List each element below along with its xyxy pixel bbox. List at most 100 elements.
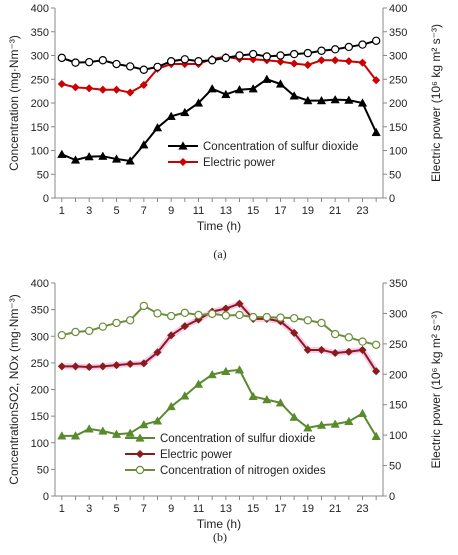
panel-a-legend-label: Concentration of sulfur dioxide (203, 141, 358, 153)
panel-a-data-point (262, 74, 272, 83)
panel-b-data-point (317, 345, 326, 355)
panel-a-x-tick-label: 17 (274, 205, 286, 217)
panel-b-left-tick-label: 200 (31, 385, 49, 397)
panel-b-data-point (166, 311, 176, 321)
panel-b-data-point (289, 313, 299, 323)
panel-b-x-tick-label: 17 (274, 503, 286, 515)
panel-a-data-point (193, 98, 204, 107)
panel-b-data-point (98, 322, 108, 331)
panel-b-x-tick-label: 15 (247, 503, 259, 515)
panel-a-left-tick-label: 250 (31, 74, 49, 86)
panel-b-right-tick-label: 200 (389, 369, 407, 381)
panel-b-legend-marker (135, 465, 145, 475)
panel-b-data-point (221, 311, 231, 320)
panel-b-left-tick-label: 300 (31, 331, 49, 343)
panel-b-left-tick-label: 350 (31, 305, 49, 317)
panel-b-right-axis-title: Electric power (10⁶ kg m² s⁻³) (429, 311, 443, 469)
panel-b-data-point (85, 362, 94, 372)
panel-b-data-point (303, 423, 313, 432)
panel-a-data-point (330, 94, 340, 104)
panel-a-data-point (85, 84, 94, 93)
panel-b-data-point (331, 348, 340, 358)
panel-a-data-point (275, 79, 286, 88)
panel-a-data-point (248, 84, 258, 93)
panel-a-right-axis-title: Electric power (10⁶ kg m² s⁻³) (429, 24, 443, 182)
panel-b-data-point (180, 391, 190, 400)
panel-a-x-tick-label: 21 (329, 205, 341, 217)
panel-b-right-tick-label: 150 (389, 400, 407, 412)
panel-a-data-point (166, 57, 176, 66)
panel-a-left-tick-label: 50 (37, 169, 49, 181)
panel-b-data-point (371, 431, 381, 440)
panel-a-series-line (61, 39, 377, 71)
panel-a-left-tick-label: 0 (43, 193, 49, 205)
panel-b-data-point (248, 312, 258, 322)
panel-b-data-point (194, 310, 203, 320)
panel-a-data-point (317, 46, 326, 55)
panel-a-data-point (152, 122, 163, 132)
panel-b-left-axis-title: ConcentrationSO2, NOx (mg·Nm⁻³) (7, 294, 21, 484)
panel-b-data-point (290, 328, 299, 338)
panel-b-left-tick-label: 0 (43, 491, 49, 503)
panel-a-left-tick-label: 100 (31, 146, 49, 158)
panel-b-left-tick-label: 250 (31, 358, 49, 370)
panel-a-series-3 (57, 36, 381, 74)
panel-b-right-tick-label: 250 (389, 339, 407, 351)
panel-b-data-point (344, 347, 353, 356)
panel-a-data-point (112, 59, 121, 69)
panel-b-right-tick-label: 100 (389, 430, 407, 442)
panel-b-data-point (167, 331, 176, 340)
panel-b-x-tick-label: 13 (220, 503, 232, 515)
panel-b-data-point (125, 428, 135, 437)
panel-b-data-point (153, 309, 162, 318)
panel-b-data-point (207, 309, 217, 319)
panel-b-data-point (221, 366, 231, 376)
panel-a-right-tick-label: 0 (389, 193, 395, 205)
panel-a-data-point (290, 59, 299, 68)
panel-a-data-point (344, 95, 354, 104)
panel-b-data-point (289, 412, 299, 421)
panel-b-data-point (125, 316, 135, 325)
panel-a-data-point (344, 57, 353, 66)
panel-a-data-point (57, 79, 66, 89)
panel-a-data-point (303, 60, 312, 70)
panel-a-data-point (357, 98, 368, 107)
panel-b-series-3 (57, 301, 381, 349)
panel-b-data-point (358, 337, 367, 346)
panel-b-data-point (84, 424, 94, 433)
panel-b-data-point (180, 322, 189, 331)
panel-b-legend-item: Concentration of sulfur dioxide (125, 433, 315, 445)
panel-a-data-point (98, 56, 108, 65)
panel-b-data-point (262, 312, 272, 322)
panel-a-data-point (249, 55, 258, 64)
panel-a-right-tick-label: 150 (389, 122, 407, 134)
panel-a-data-point (194, 57, 203, 66)
panel-b-data-point (303, 345, 312, 355)
panel-b-data-point (98, 362, 107, 371)
panel-a-data-point (331, 56, 340, 65)
panel-a-data-point (317, 56, 326, 65)
panel-b-series-2 (57, 299, 381, 376)
panel-b-data-point (276, 313, 285, 322)
panel-b-data-point (98, 426, 108, 435)
panel-a-legend-marker (178, 157, 188, 167)
panel-b-legend-marker (135, 449, 145, 459)
panel-a-x-tick-label: 15 (247, 205, 259, 217)
panel-b-x-tick-label: 1 (59, 503, 65, 515)
panel-b-left-tick-label: 50 (37, 464, 49, 476)
panel-a-data-point (71, 58, 80, 67)
panel-b-data-point (317, 318, 326, 328)
panel-a-data-point (248, 49, 258, 59)
panel-b-data-point (330, 329, 340, 339)
panel-a-data-point (139, 65, 149, 74)
panel-a-right-tick-label: 100 (389, 146, 407, 158)
panel-b-data-point (139, 359, 148, 368)
panel-b-data-point (371, 340, 381, 349)
panel-b-legend-label: Concentration of nitrogen oxides (160, 465, 326, 477)
panel-b-series-line (61, 368, 378, 437)
panel-a-x-tick-label: 3 (86, 205, 92, 217)
panel-b-data-point (372, 367, 381, 376)
panel-a-data-point (303, 95, 313, 105)
panel-a-data-point (235, 51, 244, 60)
panel-a-data-point (262, 52, 272, 61)
